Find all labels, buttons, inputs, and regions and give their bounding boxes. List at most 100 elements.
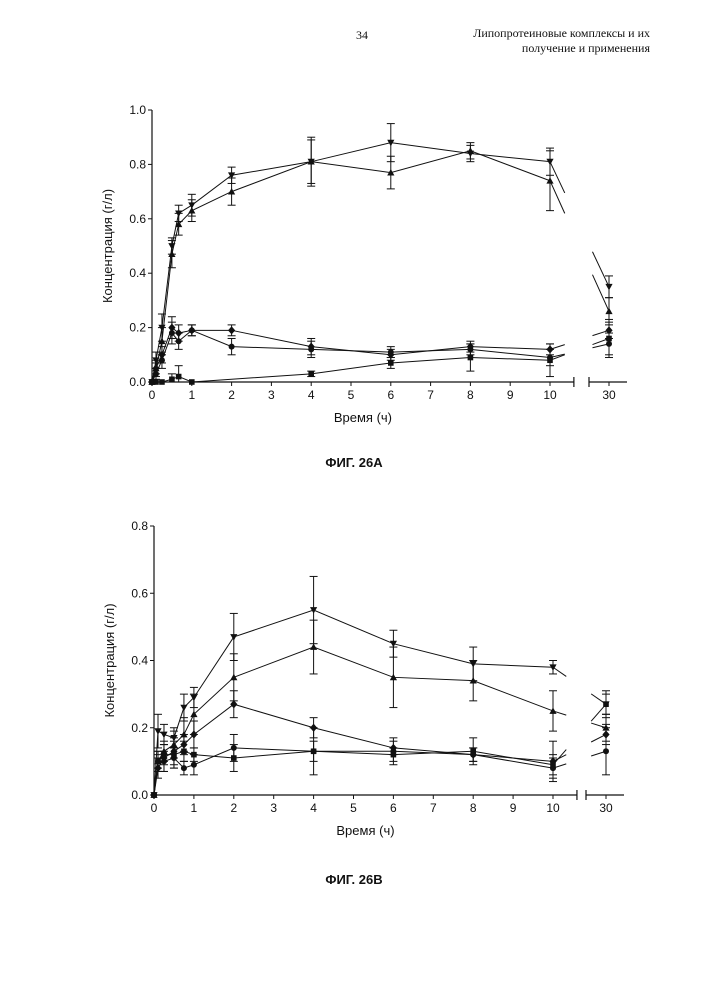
- document-header-title: Липопротеиновые комплексы и их получение…: [430, 26, 650, 56]
- b-data-point: [191, 751, 197, 758]
- a-data-point: [175, 220, 183, 228]
- b-y-axis-label: Концентрация (г/л): [102, 603, 117, 717]
- b-x-tick-label: 6: [390, 801, 397, 815]
- a-series-break-segment: [592, 251, 610, 288]
- b-data-point: [181, 748, 187, 755]
- header-title-line-2: получение и применения: [521, 41, 650, 55]
- a-data-point: [158, 357, 165, 364]
- a-data-point: [228, 326, 236, 335]
- a-y-tick-label: 1.0: [129, 103, 146, 117]
- a-data-point: [307, 158, 315, 165]
- b-data-point: [389, 640, 397, 648]
- a-data-point: [546, 177, 554, 184]
- a-x-axis-label: Время (ч): [334, 410, 392, 425]
- b-x-tick-label: 1: [191, 801, 198, 815]
- b-data-point: [469, 677, 477, 684]
- b-data-point: [549, 707, 557, 714]
- b-series-square: [151, 693, 610, 798]
- a-data-point: [158, 337, 166, 345]
- figure-caption-26a: ФИГ. 26А: [325, 455, 383, 470]
- chart-figure-26a: 0.0 0.2 0.4 0.6 0.8 1.0 0 1 2 3 4 5 6 7 8 9 10 30 Время (ч…: [100, 103, 627, 425]
- a-x-tick-label: 1: [188, 388, 195, 402]
- a-x-tick-label: 6: [387, 388, 394, 402]
- b-x-tick-label: 0: [151, 801, 158, 815]
- a-x-tick-label: 8: [467, 388, 474, 402]
- a-data-point: [387, 139, 395, 147]
- b-data-point: [389, 673, 397, 681]
- a-data-point: [547, 357, 553, 364]
- b-y-tick-label: 0.0: [131, 788, 148, 802]
- header-title-line-1: Липопротеиновые комплексы и их: [473, 26, 650, 40]
- b-data-point: [603, 701, 609, 708]
- a-series-square: [149, 318, 613, 385]
- b-x-tick-label-30: 30: [599, 801, 613, 815]
- a-y-axis-label: Концентрация (г/л): [100, 189, 115, 303]
- b-data-point: [155, 758, 161, 765]
- b-series-line: [153, 703, 554, 796]
- a-data-point: [159, 379, 165, 385]
- b-x-tick-label: 7: [430, 801, 437, 815]
- b-x-axis-label: Время (ч): [336, 823, 394, 838]
- b-data-point: [230, 634, 238, 641]
- b-data-point: [230, 673, 238, 681]
- a-data-point: [168, 330, 175, 337]
- b-series-line: [153, 646, 554, 796]
- b-series-diamond: [150, 690, 610, 800]
- b-data-point: [180, 704, 188, 712]
- a-data-point: [168, 250, 176, 258]
- b-y-tick-label: 0.6: [131, 586, 148, 600]
- a-data-point: [152, 370, 159, 377]
- a-y-tick-label: 0.4: [129, 266, 146, 280]
- b-x-tick-label: 2: [230, 801, 237, 815]
- b-data-point: [310, 748, 317, 755]
- b-series-break-segment: [552, 666, 567, 677]
- b-data-point: [310, 643, 318, 650]
- a-data-point: [606, 335, 612, 342]
- a-x-tick-label-30: 30: [602, 388, 616, 402]
- a-series-triangle-up: [148, 136, 613, 385]
- b-data-point: [550, 761, 556, 768]
- a-data-point: [308, 371, 314, 377]
- a-x-tick-label: 5: [348, 388, 355, 402]
- b-series-triangle-up: [150, 619, 610, 798]
- b-series-triangle-down: [150, 575, 610, 799]
- b-series-break-segment: [591, 722, 607, 729]
- a-series-break-segment: [592, 274, 610, 312]
- a-data-point: [387, 168, 395, 176]
- a-y-tick-label: 0.8: [129, 157, 146, 171]
- a-data-point: [175, 338, 182, 345]
- b-y-tick-label: 0.2: [131, 721, 148, 735]
- b-series-line: [153, 609, 554, 796]
- a-data-point: [149, 379, 155, 385]
- a-series-line: [151, 326, 551, 383]
- b-data-point: [161, 751, 167, 758]
- b-data-point: [154, 728, 162, 735]
- a-x-tick-label: 10: [543, 388, 557, 402]
- a-x-tick-label: 0: [149, 388, 156, 402]
- b-data-point: [190, 761, 197, 768]
- b-data-point: [180, 765, 187, 772]
- b-data-point: [310, 607, 318, 614]
- b-data-point: [171, 751, 177, 758]
- a-x-tick-label: 4: [308, 388, 315, 402]
- b-x-tick-label: 8: [470, 801, 477, 815]
- a-data-point: [467, 354, 474, 361]
- b-data-point: [160, 731, 168, 739]
- b-data-point: [603, 748, 609, 755]
- a-y-tick-label: 0.6: [129, 212, 146, 226]
- a-series-break-segment: [549, 161, 566, 194]
- a-data-point: [605, 307, 613, 315]
- a-y-tick-label: 0.2: [129, 321, 146, 335]
- b-x-tick-label: 9: [510, 801, 517, 815]
- a-series-line: [151, 329, 551, 383]
- b-y-tick-label: 0.4: [131, 654, 148, 668]
- a-data-point: [387, 349, 394, 356]
- page-number: 34: [356, 28, 368, 42]
- a-data-point: [228, 172, 236, 179]
- a-series-break-segment: [549, 180, 566, 214]
- a-data-point: [188, 207, 196, 214]
- b-data-point: [231, 755, 237, 761]
- a-series-line: [152, 357, 551, 383]
- a-data-point: [605, 283, 613, 291]
- a-data-point: [308, 346, 315, 353]
